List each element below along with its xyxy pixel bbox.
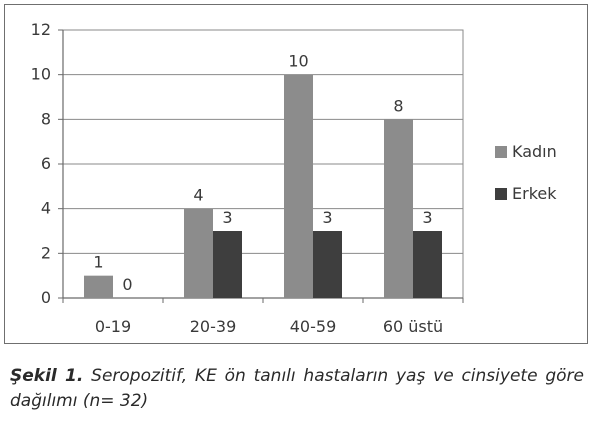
data-label: 8 xyxy=(393,96,403,115)
legend-swatch-erkek xyxy=(495,188,507,200)
x-tick-label: 40-59 xyxy=(290,317,337,336)
data-label: 10 xyxy=(288,52,308,71)
bar-kadın-2 xyxy=(284,74,313,299)
data-label: 3 xyxy=(422,208,432,227)
bar-erkek-1 xyxy=(213,231,242,298)
bar-erkek-3 xyxy=(413,231,442,298)
bar-kadın-0 xyxy=(84,275,113,298)
data-label: 3 xyxy=(322,208,332,227)
caption-label: Şekil 1. xyxy=(10,366,84,386)
y-tick-label: 4 xyxy=(41,199,51,218)
x-tick-label: 0-19 xyxy=(95,317,131,336)
bar-kadın-1 xyxy=(184,208,213,298)
y-tick-label: 10 xyxy=(31,65,51,84)
data-label: 0 xyxy=(122,275,132,294)
caption-text: Seropozitif, KE ön tanılı hastaların yaş… xyxy=(10,366,584,411)
legend-label: Kadın xyxy=(512,142,557,161)
legend-swatch-kadın xyxy=(495,146,507,158)
chart-frame: 0 2 4 6 8 10 12 1 0 0-19 4 3 20-39 10 3 40-59 8 3 60 üstü K… xyxy=(4,4,588,344)
bar-erkek-2 xyxy=(313,231,342,298)
y-tick-label: 8 xyxy=(41,109,51,128)
data-label: 1 xyxy=(93,253,103,272)
x-tick-label: 20-39 xyxy=(190,317,237,336)
data-label: 4 xyxy=(193,186,203,205)
bar-kadın-3 xyxy=(384,119,413,298)
y-tick-label: 0 xyxy=(41,288,51,307)
legend-label: Erkek xyxy=(512,184,557,203)
x-tick-label: 60 üstü xyxy=(383,317,443,336)
data-label: 3 xyxy=(222,208,232,227)
y-tick-label: 12 xyxy=(31,20,51,39)
y-tick-label: 2 xyxy=(41,243,51,262)
figure-caption: Şekil 1. Seropozitif, KE ön tanılı hasta… xyxy=(10,364,584,414)
y-tick-label: 6 xyxy=(41,154,51,173)
